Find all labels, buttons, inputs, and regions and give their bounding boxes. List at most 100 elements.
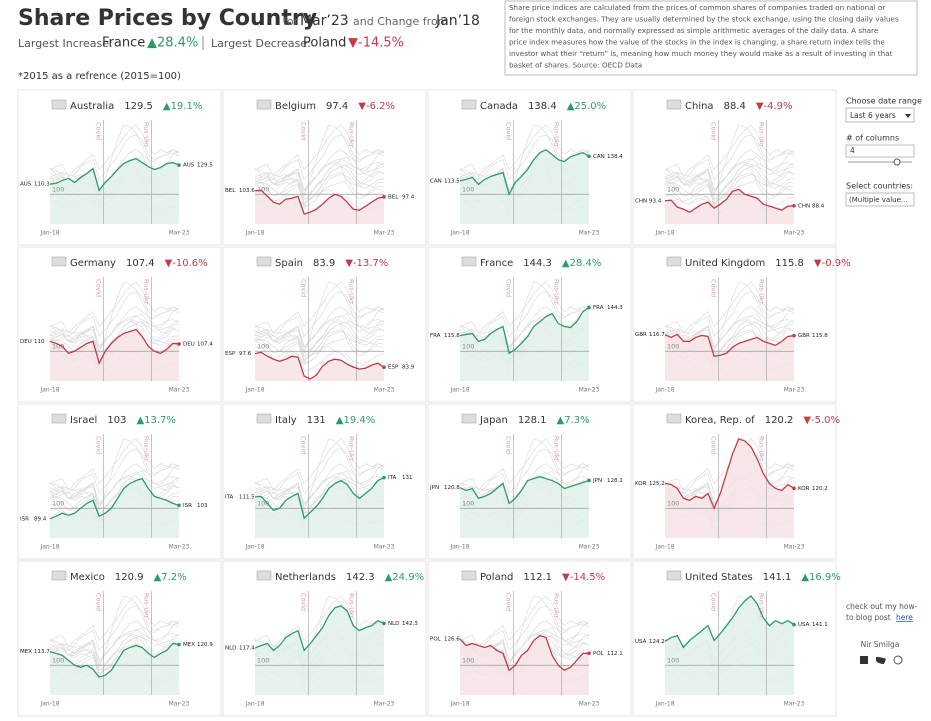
baseline-label: 100: [257, 342, 269, 350]
annotation-label: Covid: [709, 593, 717, 611]
title-part: ▼-13.7%: [345, 258, 388, 269]
cols-input[interactable]: [845, 144, 915, 158]
country-line: [49, 157, 180, 192]
x-label: Jan-18: [39, 387, 59, 394]
start-code: GBR: [635, 332, 647, 338]
other-line: [664, 124, 795, 178]
end-dot: [792, 622, 796, 627]
other-line: [664, 124, 795, 196]
title-part: ▼-14.5%: [562, 572, 605, 583]
flag: [461, 413, 477, 424]
x-label: Jan-18: [244, 701, 264, 708]
title: Share Prices by Country: [18, 6, 317, 31]
x-label: Jan-18: [39, 230, 59, 237]
flag: [51, 413, 67, 424]
annotation-label: Covid: [94, 593, 102, 611]
start-code: POL: [430, 636, 442, 642]
dec-country: Poland: [303, 36, 346, 51]
area: [50, 329, 179, 381]
country-line: [254, 189, 385, 215]
start-code: ISR: [20, 516, 29, 522]
twitter-icon[interactable]: [876, 657, 886, 664]
end-value: 83.9: [402, 365, 415, 371]
start-value: 113.7: [34, 649, 50, 655]
title-part: Netherlands: [275, 572, 336, 583]
start-code: BEL: [225, 188, 236, 194]
other-line: [664, 306, 795, 353]
and-change: and Change from: [353, 15, 448, 28]
start-value: 125.2: [649, 481, 665, 487]
start-code: CAN: [430, 178, 442, 184]
tableau-icon[interactable]: [893, 655, 903, 665]
title-part: ▲25.0%: [567, 101, 606, 112]
baseline-label: 100: [667, 499, 679, 507]
area: [460, 149, 589, 224]
title-part: Germany: [70, 258, 116, 269]
start-value: 93.4: [649, 198, 662, 204]
title-part: 115.8: [775, 258, 804, 269]
other-line: [254, 319, 385, 347]
baseline-label: 100: [462, 185, 474, 193]
x-label: Mar-23: [169, 230, 190, 237]
baseline-label: 100: [462, 342, 474, 350]
area: [665, 595, 794, 695]
start-value: 116.7: [649, 332, 665, 338]
title-part: ▲16.9%: [801, 572, 840, 583]
description: Share price indices are calculated from …: [509, 3, 899, 70]
annotation-label: Rus-Ukr: [142, 593, 150, 619]
inc-label: Largest Increase:: [18, 37, 113, 50]
annotation-label: Covid: [709, 436, 717, 454]
flag: [256, 570, 272, 581]
linkedin-icon[interactable]: [860, 656, 868, 664]
x-label: Mar-23: [169, 701, 190, 708]
country-line: [459, 634, 590, 672]
blog-1: check out my how-: [846, 602, 918, 611]
countries-dropdown[interactable]: [845, 192, 915, 207]
title-part: 103: [107, 415, 126, 426]
country-line: [459, 475, 590, 505]
x-label: Jan-18: [449, 544, 469, 551]
slider-knob[interactable]: [893, 158, 901, 166]
annotation-label: Rus-Ukr: [552, 122, 560, 148]
other-line: [49, 595, 180, 649]
title-part: Spain: [275, 258, 303, 269]
panel-title: Japan 128.1 ▲7.3%: [479, 415, 590, 426]
panel-title: Canada 138.4 ▲25.0%: [480, 101, 606, 112]
end-dot: [177, 642, 181, 647]
other-line: [49, 595, 180, 667]
title-part: ▲7.3%: [557, 415, 590, 426]
area: [255, 352, 384, 381]
description-line: investor what their “return” is, meaning…: [509, 49, 893, 58]
other-line: [664, 319, 795, 347]
country-line: [459, 148, 590, 197]
other-line: [664, 149, 795, 196]
baseline-label: 100: [667, 185, 679, 193]
end-dot: [587, 154, 591, 159]
title-part: 107.4: [126, 258, 155, 269]
title-part: Israel: [70, 415, 97, 426]
end-value: 129.5: [197, 163, 213, 169]
blog-link[interactable]: here: [896, 613, 913, 622]
other-line: [254, 321, 385, 357]
other-line: [254, 438, 385, 510]
title-part: ▼-4.9%: [756, 101, 793, 112]
other-line: [254, 476, 385, 504]
base: Jan’18: [435, 13, 480, 29]
end-dot: [587, 305, 591, 310]
end-dot: [792, 486, 796, 491]
end-code: BEL: [388, 194, 399, 200]
end-code: GBR: [798, 333, 810, 339]
flag: [256, 413, 272, 424]
date-dropdown[interactable]: [845, 107, 915, 123]
annotation-label: Rus-Ukr: [757, 593, 765, 619]
panel-title: Belgium 97.4 ▼-6.2%: [275, 101, 395, 112]
country-line: [664, 333, 795, 357]
other-line: [254, 291, 385, 338]
title-part: ▲13.7%: [136, 415, 175, 426]
x-label: Jan-18: [449, 701, 469, 708]
baseline-label: 100: [257, 185, 269, 193]
cols-label: # of columns: [846, 134, 899, 143]
